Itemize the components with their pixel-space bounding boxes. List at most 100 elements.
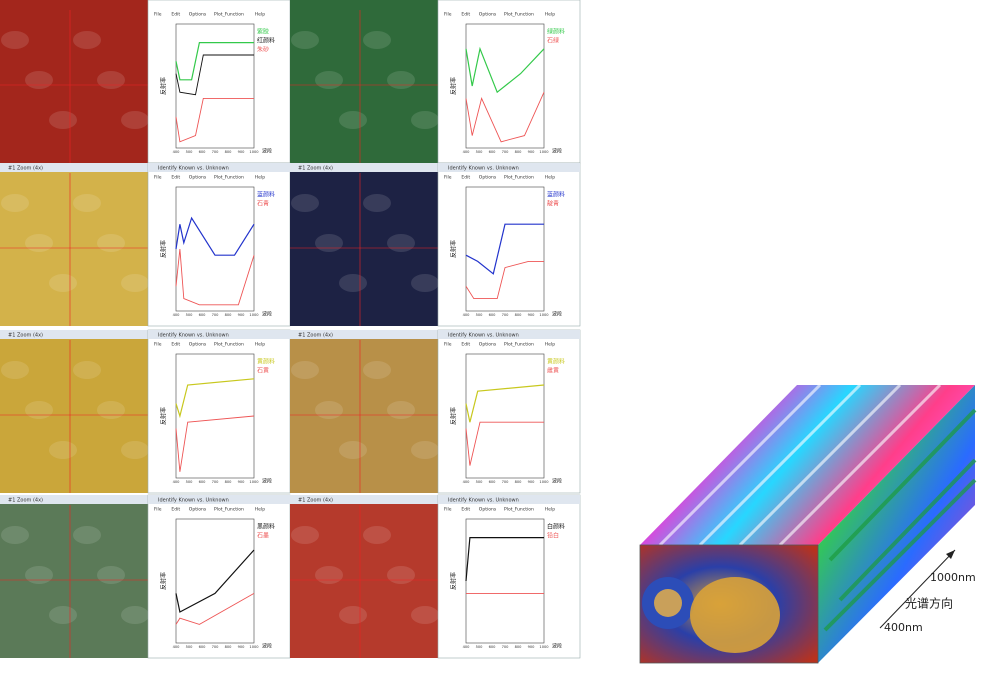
- x-tick-label: 1000: [539, 313, 549, 317]
- legend-label: 黄颜料: [547, 358, 565, 366]
- menu-item: Plot_Function: [214, 342, 244, 348]
- plot-frame: [175, 518, 255, 644]
- cube-edge: [639, 544, 819, 664]
- image-texture: [97, 71, 125, 89]
- menu-item: Plot_Function: [504, 507, 534, 513]
- menu-item: File: [444, 175, 452, 181]
- image-texture: [121, 441, 149, 459]
- title-bar: [290, 163, 438, 172]
- image-texture: [387, 401, 415, 419]
- legend-label: 靛青: [547, 200, 559, 208]
- x-tick-label: 600: [489, 313, 497, 317]
- image-texture: [387, 71, 415, 89]
- image-tile: [290, 163, 438, 326]
- title-bar: [438, 495, 580, 504]
- menu-item: Edit: [461, 175, 470, 181]
- image-texture: [291, 194, 319, 212]
- spectrum-curve: [175, 42, 254, 81]
- image-tile: [0, 163, 148, 326]
- image-texture: [291, 31, 319, 49]
- x-tick-label: 400: [173, 313, 181, 317]
- window-title: Identify Known vs. Unknown: [158, 166, 229, 172]
- x-tick-label: 500: [476, 480, 484, 484]
- menu-item: Help: [255, 507, 265, 513]
- legend-label: 蓝颜料: [257, 191, 275, 199]
- x-tick-label: 400: [463, 313, 471, 317]
- x-tick-label: 700: [212, 645, 220, 649]
- window-title: Identify Known vs. Unknown: [448, 166, 519, 172]
- window: [147, 0, 291, 164]
- title-bar: [0, 330, 148, 339]
- menu-item: File: [444, 12, 452, 18]
- image-texture: [73, 526, 101, 544]
- image-tile: [0, 330, 148, 493]
- spectrum-curve: [175, 378, 255, 419]
- x-tick-label: 900: [528, 313, 536, 317]
- plot-frame: [465, 353, 545, 479]
- x-tick-label: 700: [502, 480, 510, 484]
- x-tick-label: 400: [173, 480, 181, 484]
- x-tick-label: 600: [199, 150, 207, 154]
- image-texture: [387, 566, 415, 584]
- image-texture: [73, 361, 101, 379]
- title-bar: [290, 330, 438, 339]
- x-axis-label: 波段: [552, 478, 562, 485]
- x-tick-label: 900: [528, 645, 536, 649]
- image-tile: [290, 495, 438, 658]
- image-tile: [290, 0, 438, 163]
- x-tick-label: 500: [186, 480, 194, 484]
- window: [437, 329, 581, 494]
- menu-item: Plot_Function: [504, 342, 534, 348]
- spectrum-curve: [175, 415, 255, 472]
- spectrum-curve: [465, 46, 545, 94]
- image-tile: [0, 495, 148, 658]
- x-tick-label: 800: [515, 313, 523, 317]
- menu-item: Edit: [171, 175, 180, 181]
- figure-head: [654, 589, 682, 617]
- window-title: Identify Known vs. Unknown: [158, 498, 229, 504]
- plot-frame: [465, 23, 545, 149]
- title-bar: [290, 495, 438, 504]
- image-texture: [121, 111, 149, 129]
- x-tick-label: 700: [212, 150, 220, 154]
- plot-frame: [175, 23, 255, 149]
- image-texture: [97, 566, 125, 584]
- title-bar: [148, 163, 290, 172]
- menu-item: File: [154, 507, 162, 513]
- image-texture: [97, 401, 125, 419]
- image-texture: [49, 111, 77, 129]
- image-texture: [363, 361, 391, 379]
- screenshot-grid: File Edit Options Plot_Function Help 反射率 400 50…: [0, 0, 581, 659]
- image-texture: [315, 401, 343, 419]
- image-texture: [121, 606, 149, 624]
- x-tick-label: 700: [502, 150, 510, 154]
- image-texture: [315, 71, 343, 89]
- legend-label: 石墨: [257, 533, 269, 540]
- image-texture: [25, 401, 53, 419]
- x-tick-label: 700: [212, 313, 220, 317]
- window: [437, 494, 581, 659]
- image-texture: [411, 441, 439, 459]
- image-texture: [315, 566, 343, 584]
- title-bar: [0, 495, 148, 504]
- spectrum-curve: [465, 384, 545, 423]
- spectrum-curve: [465, 223, 544, 275]
- window-title: #1 Zoom (4x): [8, 498, 43, 504]
- image-texture: [291, 361, 319, 379]
- window: [147, 162, 291, 327]
- window: [437, 162, 581, 327]
- x-tick-label: 800: [225, 480, 233, 484]
- image-texture: [363, 526, 391, 544]
- x-tick-label: 800: [515, 645, 523, 649]
- plot-frame: [465, 186, 545, 312]
- window-title: #1 Zoom (4x): [298, 498, 333, 504]
- menu-item: Plot_Function: [214, 175, 244, 181]
- spectrum-curve: [465, 92, 545, 143]
- x-tick-label: 600: [199, 480, 207, 484]
- x-axis-label: 波段: [552, 643, 562, 650]
- x-tick-label: 800: [515, 480, 523, 484]
- spectrum-curve: [175, 216, 255, 256]
- image-texture: [73, 31, 101, 49]
- window-title: Identify Known vs. Unknown: [158, 333, 229, 339]
